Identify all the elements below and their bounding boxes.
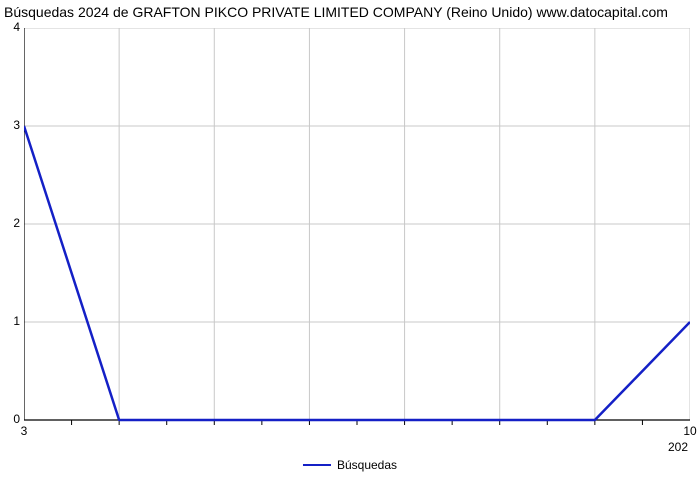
y-tick-label: 2 (4, 216, 20, 230)
x-secondary-label: 202 (668, 440, 688, 454)
chart-title: Búsquedas 2024 de GRAFTON PIKCO PRIVATE … (0, 0, 700, 22)
y-tick-label: 4 (4, 20, 20, 34)
legend-swatch (303, 464, 331, 466)
legend-label: Búsquedas (337, 458, 397, 472)
y-tick-label: 0 (4, 412, 20, 426)
chart-svg (24, 28, 690, 430)
y-tick-label: 3 (4, 118, 20, 132)
x-tick-label: 3 (21, 424, 28, 438)
x-tick-label: 10 (683, 424, 696, 438)
chart-area: 0 1 2 3 4 3 10 202 Búsquedas (0, 22, 700, 482)
legend: Búsquedas (303, 458, 397, 472)
y-tick-label: 1 (4, 314, 20, 328)
